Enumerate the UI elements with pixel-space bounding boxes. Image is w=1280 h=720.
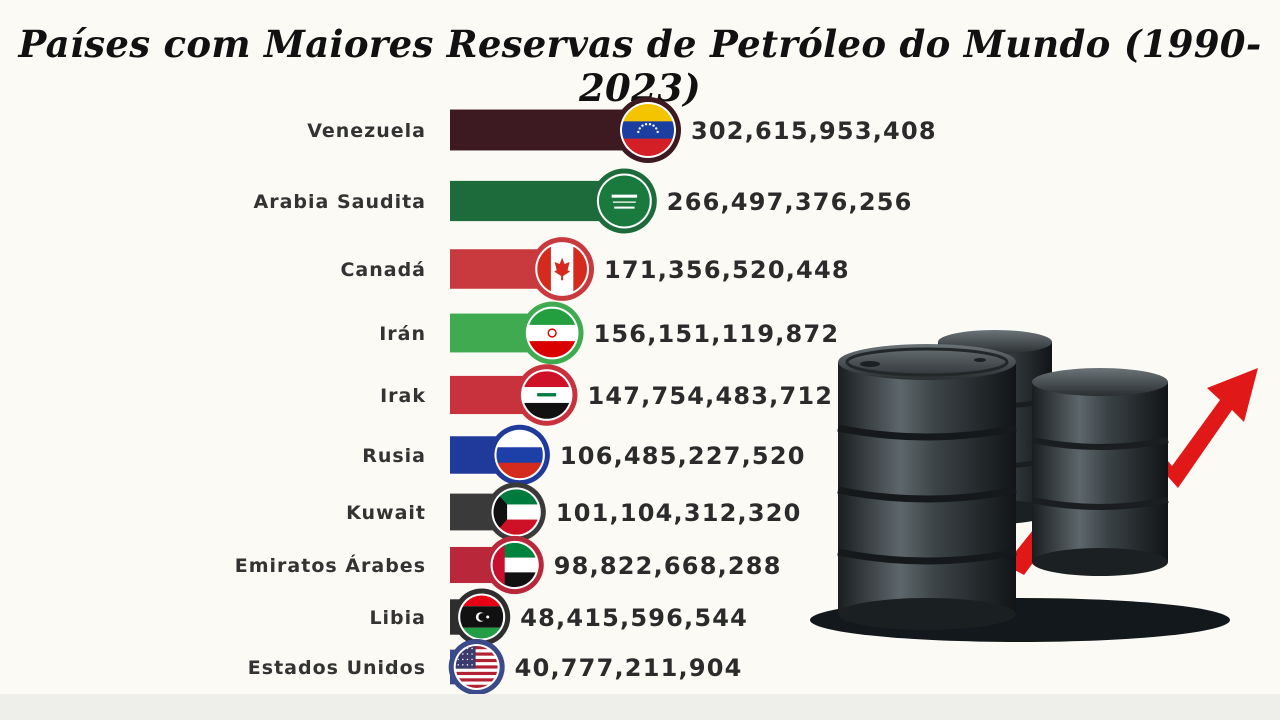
category-label-venezuela: Venezuela [307, 120, 426, 142]
canada-flag-icon [530, 237, 595, 301]
category-label-arabia-saudita: Arabia Saudita [254, 191, 427, 213]
russia-flag-icon [489, 424, 550, 486]
chart-title: Países com Maiores Reservas de Petróleo … [18, 22, 1262, 110]
category-label-rusia: Rusia [362, 445, 426, 467]
uae-flag-icon [485, 535, 544, 595]
value-label-canada: 171,356,520,448 [604, 256, 850, 284]
iran-flag-icon [520, 301, 584, 365]
value-label-venezuela: 302,615,953,408 [691, 117, 937, 145]
value-label-estados-unidos: 40,777,211,904 [515, 654, 743, 682]
oil-barrels-rising-arrow-icon [810, 330, 1258, 642]
usa-flag-icon [448, 639, 505, 695]
iraq-flag-icon [515, 364, 578, 426]
category-label-libia: Libia [369, 607, 426, 629]
value-label-libia: 48,415,596,544 [520, 604, 748, 632]
rising-arrow [1005, 368, 1258, 575]
category-label-irak: Irak [380, 385, 426, 407]
value-label-iran: 156,151,119,872 [594, 320, 840, 348]
value-label-emiratos-arabes: 98,822,668,288 [554, 552, 782, 580]
venezuela-flag-icon [615, 97, 681, 163]
kuwait-flag-icon [486, 482, 546, 542]
bars-layer: Venezuela 302,615,953,408 Arabia Saudita 26… [235, 97, 937, 695]
category-label-kuwait: Kuwait [346, 502, 426, 524]
value-label-rusia: 106,485,227,520 [560, 442, 806, 470]
category-label-emiratos-arabes: Emiratos Árabes [235, 554, 426, 577]
value-label-irak: 147,754,483,712 [587, 382, 833, 410]
category-label-estados-unidos: Estados Unidos [248, 657, 426, 679]
bottom-strip [0, 694, 1280, 720]
saudi-arabia-flag-icon [591, 168, 657, 234]
right-barrel [1031, 368, 1169, 576]
category-label-iran: Irán [379, 323, 426, 345]
value-label-arabia-saudita: 266,497,376,256 [667, 188, 913, 216]
value-label-kuwait: 101,104,312,320 [556, 499, 802, 527]
front-barrel [837, 344, 1017, 630]
category-label-canada: Canadá [340, 259, 426, 281]
libya-flag-icon [453, 588, 511, 646]
